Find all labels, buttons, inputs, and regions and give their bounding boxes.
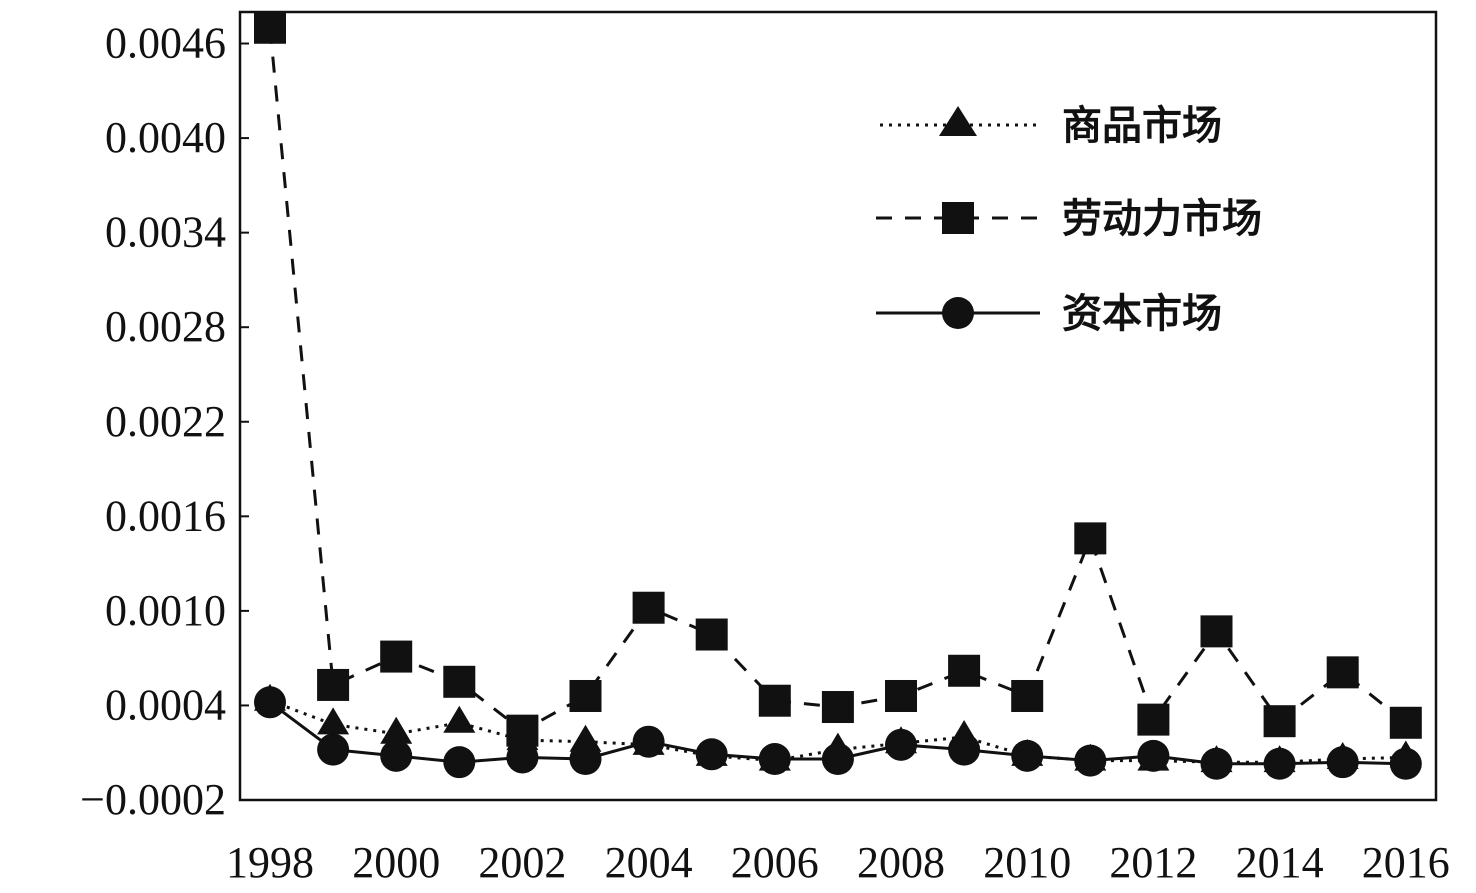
legend-triangle-marker <box>939 106 977 136</box>
y-tick-label: 0.0040 <box>105 113 226 162</box>
legend-label-labor-market: 劳动力市场 <box>1062 196 1262 242</box>
circle-point <box>317 733 350 766</box>
circle-point <box>695 738 728 771</box>
square-point <box>317 668 350 701</box>
square-point <box>1074 522 1107 555</box>
legend-label-capital-market: 资本市场 <box>1062 291 1222 337</box>
square-point <box>1011 679 1044 712</box>
plot-frame <box>238 10 1438 802</box>
series-line-square <box>268 27 1407 733</box>
y-tick-label: 0.0016 <box>105 491 226 540</box>
legend-item-capital-market: 资本市场 <box>876 291 1222 337</box>
circle-point <box>569 743 602 776</box>
y-tick-label: 0.0046 <box>105 19 226 68</box>
x-tick-label: 2014 <box>1236 838 1324 887</box>
square-point <box>1389 706 1422 739</box>
triangle-point <box>380 716 413 744</box>
x-tick-label: 2010 <box>983 838 1071 887</box>
circle-point <box>380 739 413 772</box>
legend-square-marker <box>942 202 974 234</box>
y-tick-label: −0.0002 <box>80 775 226 824</box>
square-point <box>380 640 413 673</box>
square-point <box>1200 615 1233 648</box>
x-tick-label: 2012 <box>1109 838 1197 887</box>
square-point <box>948 654 981 687</box>
y-tick-label: 0.0010 <box>105 586 226 635</box>
x-tick-label: 2006 <box>731 838 819 887</box>
plot-layer: −0.0002 0.0004 0.0010 0.0016 0.0022 0.0028 0.0… <box>80 10 1450 887</box>
y-tick-label: 0.0028 <box>105 302 226 351</box>
square-point <box>254 11 286 44</box>
circle-point <box>506 741 539 774</box>
square-point <box>1137 703 1170 736</box>
square-point <box>1263 705 1296 738</box>
legend-item-labor-market: 劳动力市场 <box>876 196 1262 242</box>
circle-point <box>1389 747 1422 780</box>
circle-point <box>1326 746 1359 779</box>
x-tick-label: 2004 <box>605 838 693 887</box>
circle-point <box>254 686 286 719</box>
square-point <box>506 714 539 747</box>
square-point <box>1326 656 1359 689</box>
square-point <box>695 618 728 651</box>
circle-point <box>1137 739 1170 772</box>
square-point <box>569 679 602 712</box>
legend-circle-marker <box>942 297 974 329</box>
circle-point <box>948 733 981 766</box>
circle-point <box>1011 739 1044 772</box>
x-tick-label: 2002 <box>478 838 566 887</box>
circle-point <box>1200 747 1233 780</box>
y-tick-label: 0.0034 <box>105 208 226 257</box>
x-tick-label: 2016 <box>1362 838 1450 887</box>
square-point <box>885 679 917 712</box>
circle-point <box>1263 747 1296 780</box>
legend-label-goods-market: 商品市场 <box>1062 103 1222 149</box>
circle-point <box>1074 744 1107 777</box>
circle-point <box>758 743 791 776</box>
triangle-point <box>317 707 350 735</box>
circle-point <box>885 728 917 761</box>
circle-point <box>632 725 665 758</box>
circle-point <box>443 746 476 779</box>
square-point <box>632 591 665 624</box>
y-tick-label: 0.0004 <box>105 680 226 729</box>
circle-point <box>821 743 854 776</box>
legend: 商品市场 劳动力市场 资本市场 <box>876 103 1262 337</box>
square-point <box>821 691 854 724</box>
legend-item-goods-market: 商品市场 <box>880 103 1222 149</box>
x-tick-label: 2008 <box>857 838 945 887</box>
y-tick-label: 0.0022 <box>105 397 226 446</box>
x-tick-label: 1998 <box>226 838 314 887</box>
triangle-point <box>569 724 602 752</box>
square-point <box>758 684 791 717</box>
x-tick-label: 2000 <box>352 838 440 887</box>
triangle-point <box>443 705 476 733</box>
square-point <box>443 665 476 698</box>
